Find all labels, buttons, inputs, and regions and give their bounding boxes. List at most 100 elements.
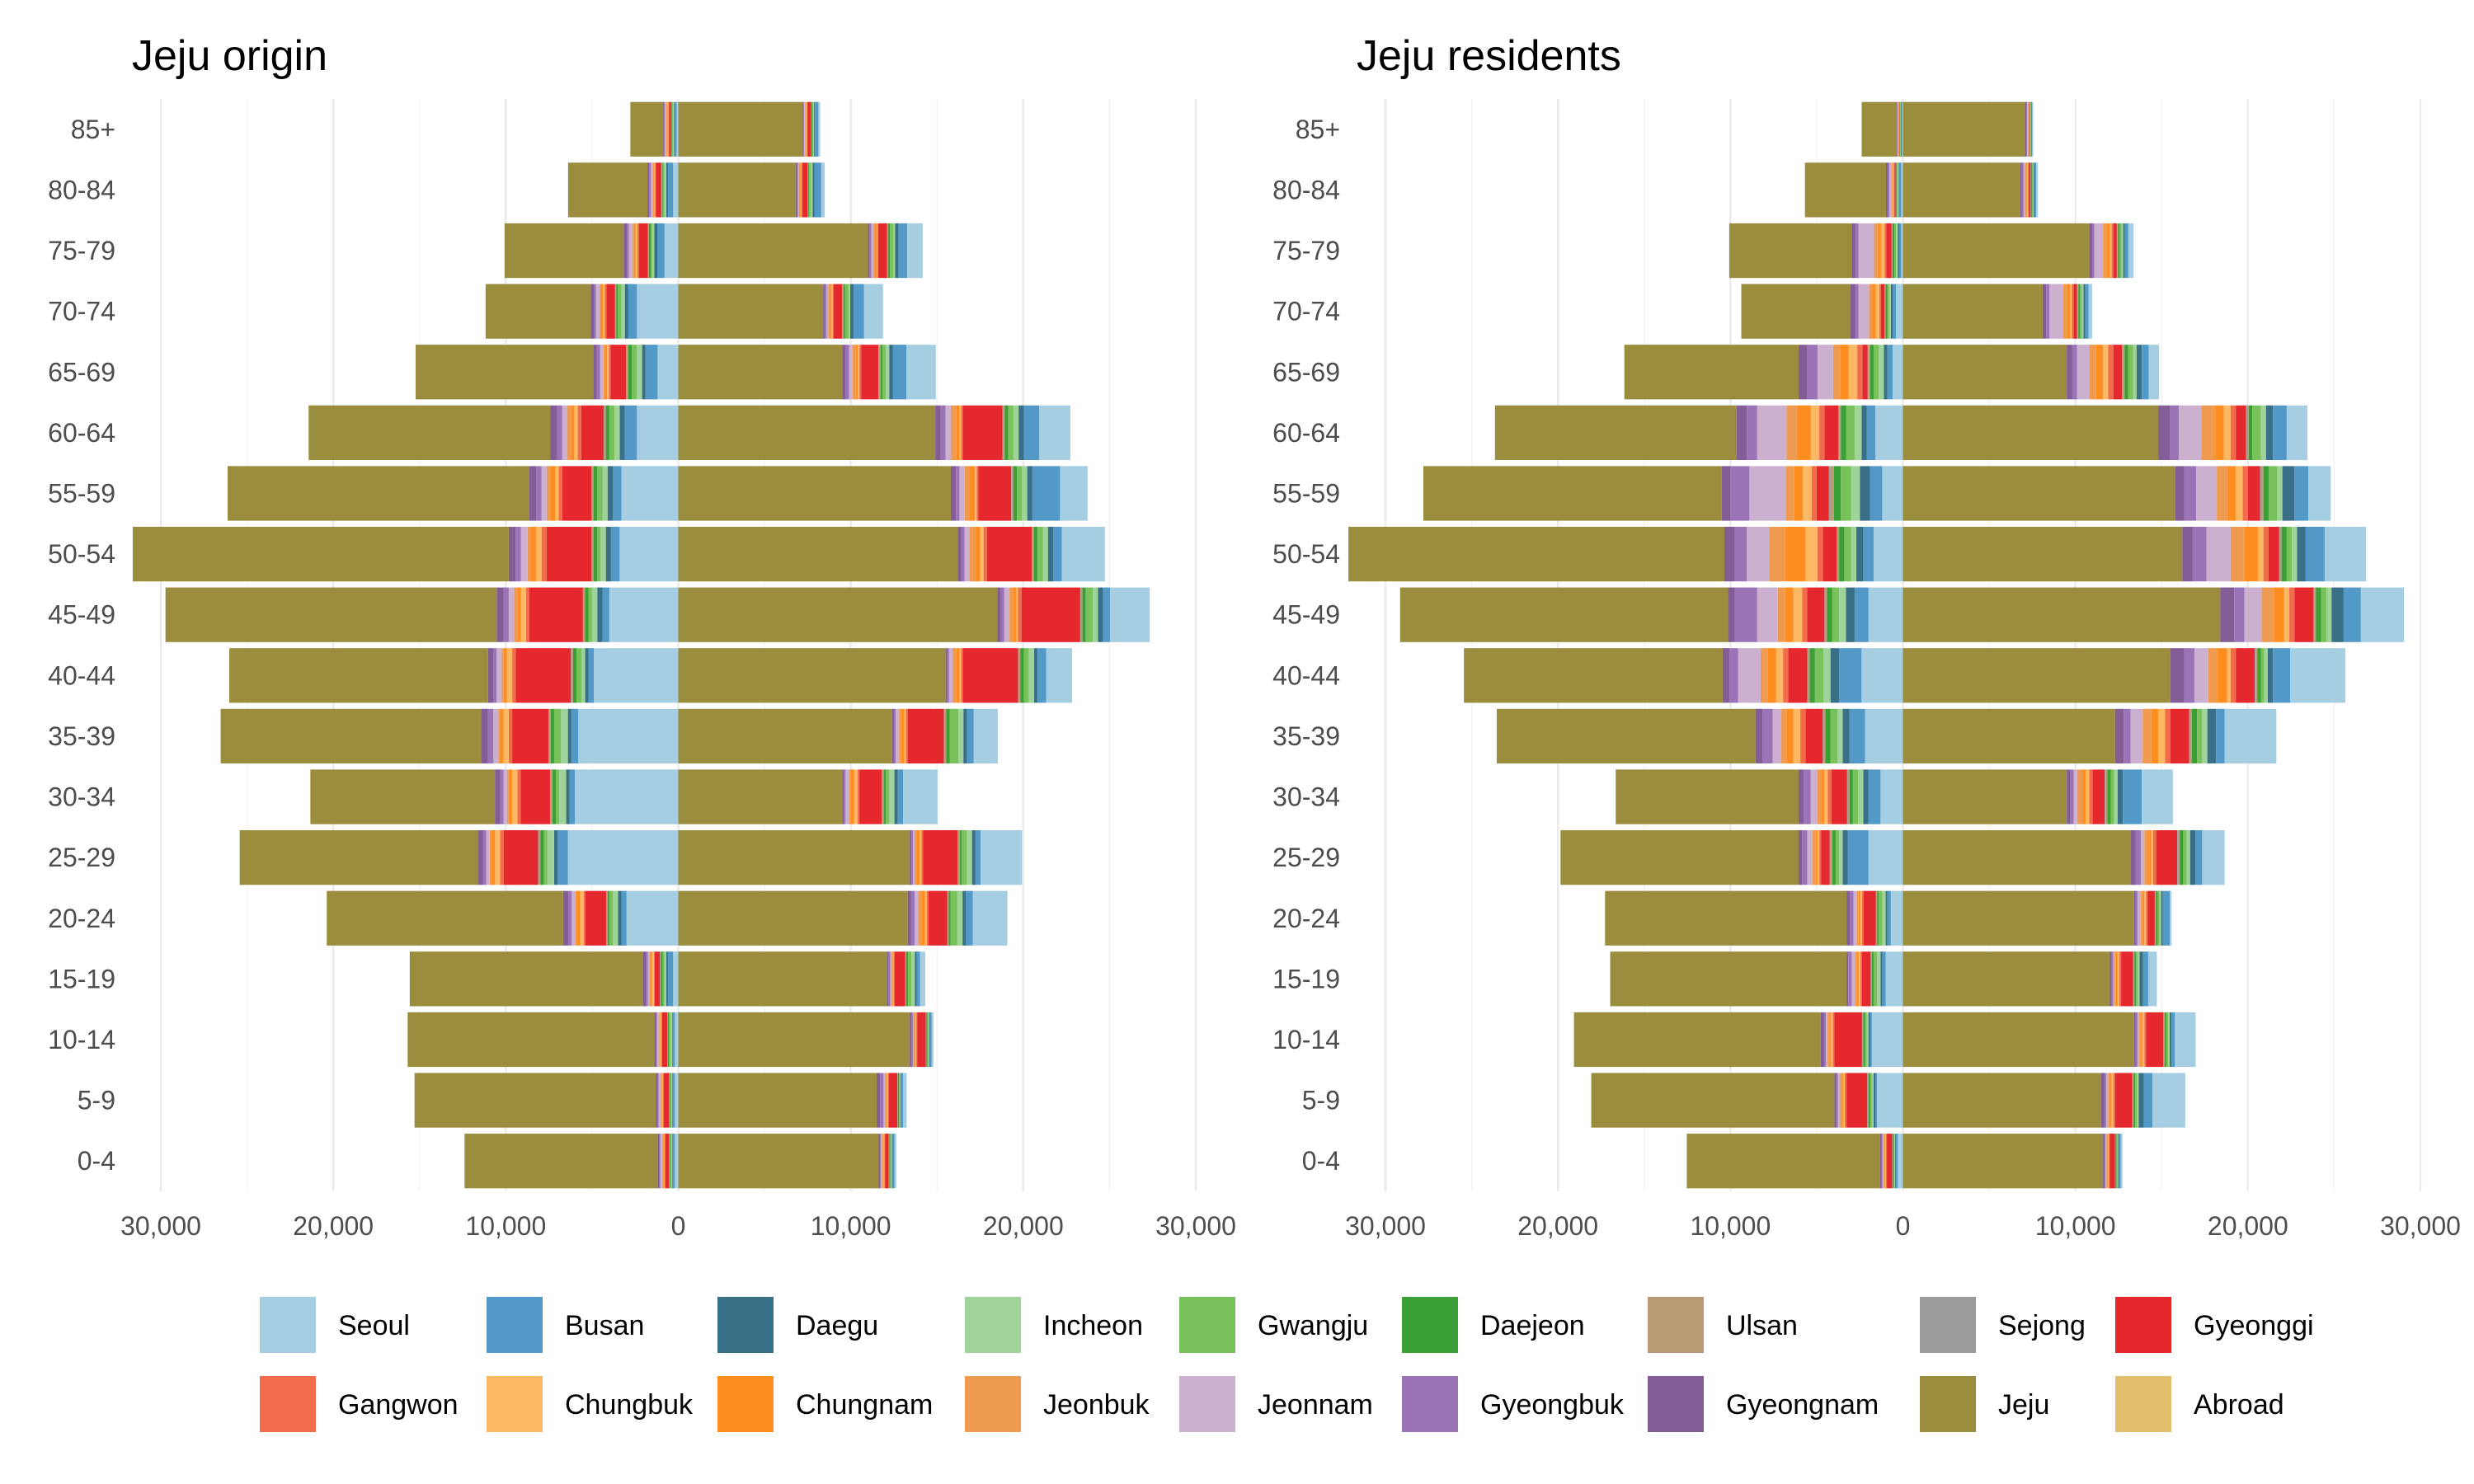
bar-segment-right-gyeongnam: [950, 466, 957, 521]
bar-segment-right-busan: [2034, 162, 2037, 218]
bar-segment-right-seoul: [2120, 1134, 2123, 1189]
bar-segment-left-seoul: [1902, 101, 1903, 157]
bar-segment-left-gyeongnam: [642, 951, 647, 1007]
bar-segment-right-gyeongbuk: [2184, 466, 2197, 521]
bar-segment-right-chungbuk: [2117, 951, 2120, 1007]
bar-segment-left-ulsan: [1876, 890, 1878, 946]
bar-segment-right-chungbuk: [831, 284, 833, 339]
bar-segment-left-seoul: [594, 648, 679, 703]
bar-segment-left-gyeonggi: [562, 466, 592, 521]
bar-segment-left-incheon: [1871, 1073, 1874, 1128]
bar-segment-right-gyeongbuk: [2124, 708, 2131, 764]
bar-segment-right-jeju: [1903, 830, 2131, 885]
bar-segment-left-sejong: [1807, 648, 1808, 703]
bar-segment-left-gyeongbuk: [568, 890, 572, 946]
legend-label-sejong: Sejong: [1998, 1310, 2086, 1341]
bar-segment-left-incheon: [1896, 223, 1898, 279]
bar-segment-left-sejong: [582, 587, 584, 642]
bar-segment-right-daegu: [2139, 951, 2143, 1007]
bar-segment-right-ulsan: [2178, 830, 2180, 885]
bar-segment-left-ulsan: [1823, 708, 1826, 764]
bar-segment-left-incheon: [591, 587, 598, 642]
bar-segment-right-jeonbuk: [798, 162, 800, 218]
bar-segment-left-ulsan: [1884, 284, 1886, 339]
bar-segment-right-seoul: [2360, 587, 2405, 642]
bar-segment-right-ulsan: [2077, 284, 2079, 339]
bar-segment-left-gyeongbuk: [596, 345, 600, 400]
bar-segment-left-chungbuk: [663, 1134, 665, 1189]
bar-segment-right-jeonnam: [945, 405, 951, 460]
legend-swatch-chungbuk: [487, 1376, 543, 1432]
bar-segment-left-gyeongbuk: [594, 284, 596, 339]
bar-segment-right-daegu: [850, 284, 854, 339]
bar-segment-left-gyeongnam: [529, 466, 537, 521]
bar-segment-left-gyeongbuk: [503, 587, 509, 642]
legend-label-chungnam: Chungnam: [796, 1389, 933, 1421]
bar-segment-right-gyeongbuk: [2135, 1012, 2138, 1068]
bar-segment-left-busan: [1875, 1073, 1878, 1128]
bar-segment-right-ulsan: [1080, 587, 1083, 642]
bar-segment-right-chungnam: [956, 648, 960, 703]
bar-segment-left-jeju: [415, 345, 594, 400]
bar-segment-right-daegu: [812, 162, 815, 218]
bar-segment-right-jeonnam: [804, 101, 806, 157]
bar-segment-right-gwangju: [2252, 405, 2261, 460]
bar-segment-left-sejong: [606, 890, 607, 946]
bar-segment-left-incheon: [561, 708, 568, 764]
bar-segment-left-chungbuk: [1860, 890, 1862, 946]
bar-segment-left-incheon: [1851, 526, 1857, 582]
bar-segment-left-gyeongnam: [1736, 405, 1747, 460]
legend-swatch-seoul: [260, 1297, 316, 1353]
bar-segment-right-daejeon: [2257, 648, 2261, 703]
bar-segment-left-seoul: [1868, 587, 1903, 642]
bar-segment-left-gyeongbuk: [664, 101, 666, 157]
bar-segment-left-chungbuk: [574, 405, 578, 460]
bar-segment-right-gwangju: [949, 708, 958, 764]
bar-segment-left-chungbuk: [555, 466, 559, 521]
bar-segment-right-gyeonggi: [1021, 587, 1080, 642]
bar-segment-left-busan: [569, 769, 575, 824]
bar-segment-left-jeonnam: [1826, 1012, 1828, 1068]
bar-segment-left-jeonnam: [541, 466, 547, 521]
bar-segment-right-gangwon: [2242, 466, 2248, 521]
bar-segment-left-gyeongbuk: [1747, 405, 1757, 460]
bar-segment-right-gyeonggi: [802, 162, 808, 218]
bar-segment-right-busan: [898, 223, 908, 279]
bar-segment-left-gyeonggi: [585, 890, 607, 946]
bar-segment-left-jeju: [1804, 162, 1887, 218]
y-tick-label: 5-9: [78, 1086, 115, 1115]
bar-segment-left-ulsan: [1808, 648, 1810, 703]
bar-segment-left-daejeon: [552, 769, 556, 824]
x-tick-label: 20,000: [2208, 1211, 2288, 1241]
bar-segment-left-daejeon: [616, 284, 618, 339]
bar-segment-right-seoul: [931, 1012, 934, 1068]
bar-segment-left-incheon: [1879, 345, 1884, 400]
bar-segment-right-gangwon: [2146, 890, 2148, 946]
bar-segment-right-chungnam: [969, 466, 976, 521]
y-tick-label: 65-69: [48, 357, 115, 387]
bar-segment-right-jeonnam: [797, 162, 799, 218]
bar-segment-right-gwangju: [882, 345, 887, 400]
bar-segment-right-gyeongnam: [2089, 223, 2093, 279]
bar-segment-right-gyeongbuk: [2046, 284, 2050, 339]
bar-segment-right-sejong: [2077, 284, 2078, 339]
bar-segment-left-gwangju: [672, 101, 674, 157]
y-tick-label: 20-24: [1272, 904, 1340, 933]
bar-segment-right-gwangju: [950, 890, 957, 946]
bar-segment-left-busan: [673, 1012, 675, 1068]
bar-segment-left-sejong: [667, 1012, 668, 1068]
bar-segment-right-ulsan: [2155, 890, 2157, 946]
bar-segment-right-seoul: [2290, 648, 2346, 703]
bar-segment-right-gyeongbuk: [888, 951, 891, 1007]
bar-segment-left-chungbuk: [1824, 769, 1828, 824]
bar-segment-right-jeonnam: [912, 830, 915, 885]
bar-segment-left-jeonnam: [1889, 162, 1892, 218]
bar-segment-right-chungbuk: [915, 1012, 917, 1068]
bar-segment-left-jeonbuk: [546, 466, 551, 521]
bar-segment-right-chungbuk: [2227, 648, 2231, 703]
bar-segment-left-gyeongnam: [657, 1134, 660, 1189]
bar-segment-right-jeonbuk: [899, 708, 901, 764]
bar-segment-left-sejong: [669, 1073, 670, 1128]
bar-segment-left-ulsan: [626, 345, 628, 400]
bar-segment-right-incheon: [2277, 466, 2283, 521]
